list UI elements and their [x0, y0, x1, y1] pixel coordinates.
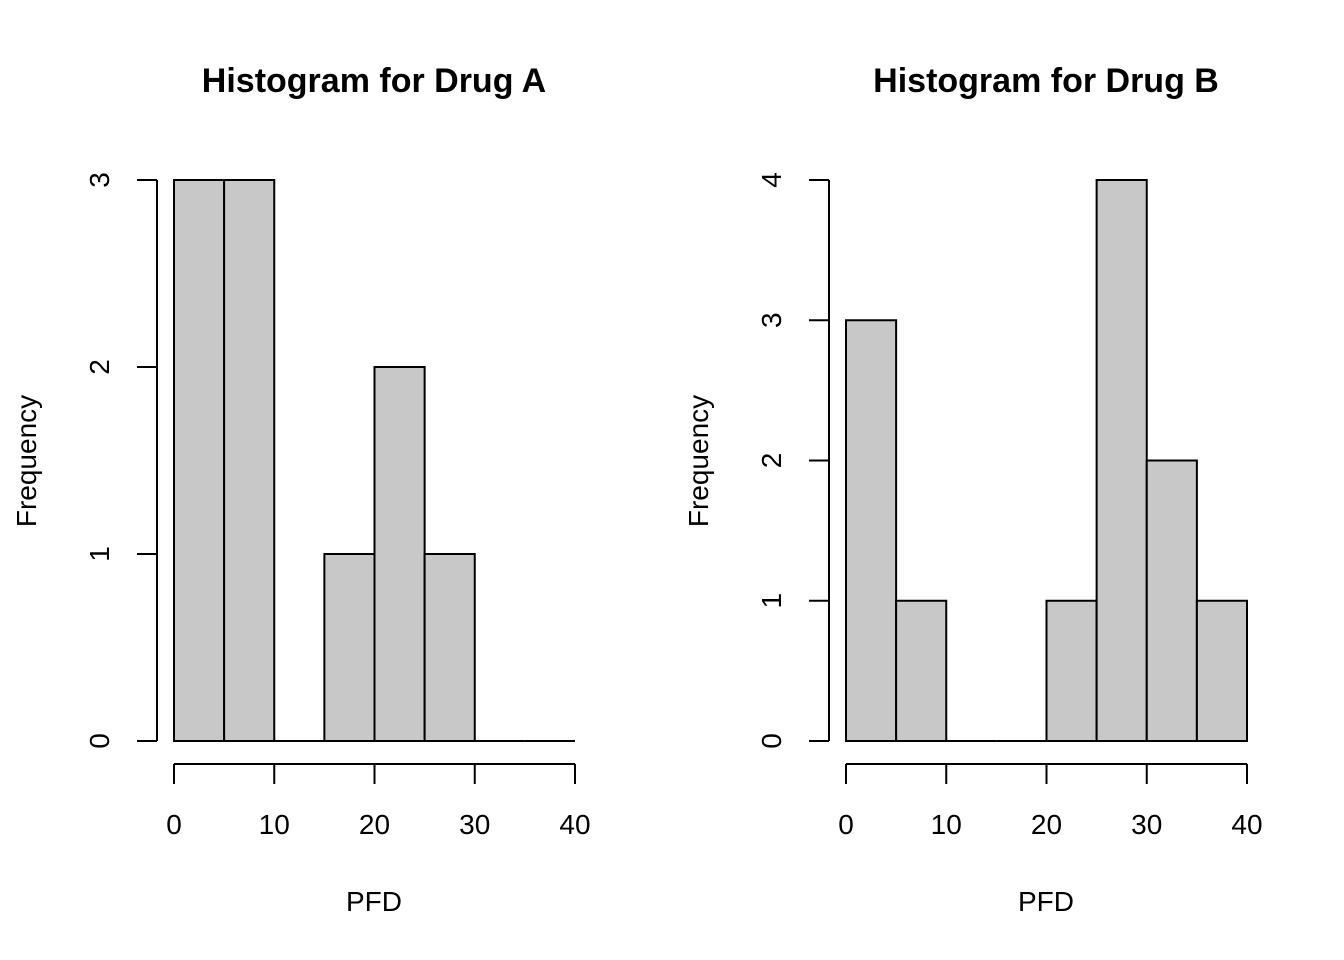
- x-tick-label: 20: [359, 809, 390, 840]
- panel-drug-b: Histogram for Drug B PFD Frequency 0 10 20…: [683, 62, 1263, 917]
- x-tick-label: 40: [559, 809, 590, 840]
- x-axis-label: PFD: [346, 886, 402, 917]
- y-axis: 0 1 2 3: [84, 172, 158, 749]
- histogram-bar: [1145, 459, 1198, 742]
- y-tick-label: 2: [756, 453, 787, 469]
- panel-drug-a: Histogram for Drug A PFD Frequency 0 10 20…: [11, 62, 591, 917]
- x-tick-label: 0: [838, 809, 854, 840]
- histogram-bar: [1045, 599, 1098, 742]
- y-axis-label: Frequency: [683, 395, 714, 527]
- x-axis: 0 10 20 30 40: [838, 763, 1263, 840]
- bars: [173, 179, 575, 742]
- histogram-bar: [1195, 599, 1248, 742]
- chart-title: Histogram for Drug A: [202, 62, 546, 100]
- histogram-bar: [845, 319, 898, 742]
- x-tick-label: 30: [459, 809, 490, 840]
- x-tick-label: 30: [1131, 809, 1162, 840]
- histogram-bar: [423, 553, 476, 742]
- y-tick-label: 2: [84, 359, 115, 375]
- histogram-bar: [323, 553, 376, 742]
- histogram-bar: [1095, 179, 1148, 742]
- y-tick-label: 1: [756, 593, 787, 609]
- x-axis-label: PFD: [1018, 886, 1074, 917]
- y-tick-label: 3: [756, 312, 787, 328]
- y-tick-label: 0: [84, 733, 115, 749]
- bars: [845, 179, 1248, 742]
- y-tick-label: 1: [84, 546, 115, 562]
- histogram-bar: [223, 179, 276, 742]
- x-axis: 0 10 20 30 40: [166, 763, 591, 840]
- x-tick-label: 40: [1231, 809, 1262, 840]
- y-tick-label: 4: [756, 172, 787, 188]
- x-tick-label: 10: [931, 809, 962, 840]
- y-tick-label: 3: [84, 172, 115, 188]
- y-tick-label: 0: [756, 733, 787, 749]
- histogram-bar: [373, 366, 426, 742]
- histogram-bar: [895, 599, 948, 742]
- x-tick-label: 0: [166, 809, 182, 840]
- chart-title: Histogram for Drug B: [873, 62, 1219, 100]
- histogram-bar: [173, 179, 226, 742]
- x-tick-label: 10: [259, 809, 290, 840]
- x-tick-label: 20: [1031, 809, 1062, 840]
- y-axis-label: Frequency: [11, 395, 42, 527]
- y-axis: 0 1 2 3 4: [756, 172, 830, 749]
